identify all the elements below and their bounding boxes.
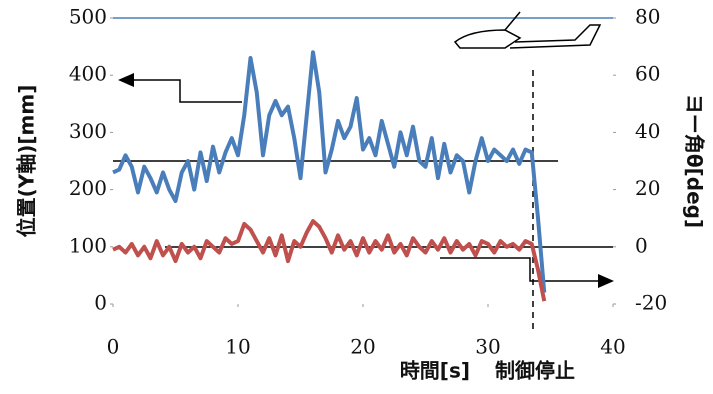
arrow — [440, 258, 600, 281]
y2-tick-label: 40 — [635, 119, 660, 143]
y2-tick-label: 20 — [635, 176, 660, 200]
x-tick-label: 0 — [107, 335, 120, 359]
y-tick-label: 400 — [69, 62, 107, 86]
x-tick-label: 30 — [475, 335, 500, 359]
y-axis-label: 位置(Y軸)[mm] — [15, 85, 39, 238]
series-line — [113, 221, 544, 301]
arrowhead — [598, 274, 614, 288]
chart: 時間[s] 制御停止 位置(Y軸)[mm] ヨー角θ[deg] 01002003… — [0, 0, 713, 394]
y-tick-label: 0 — [94, 291, 107, 315]
y-tick-label: 500 — [69, 5, 107, 29]
arrow — [122, 80, 242, 102]
y2-tick-label: 60 — [635, 62, 660, 86]
y-tick-label: 200 — [69, 176, 107, 200]
y2-tick-label: 0 — [635, 233, 648, 257]
y-tick-label: 300 — [69, 119, 107, 143]
x-tick-label: 10 — [225, 335, 250, 359]
y2-axis-label: ヨー角θ[deg] — [683, 94, 707, 228]
annotation: 制御停止 — [495, 359, 575, 383]
y2-tick-label: -20 — [635, 291, 667, 315]
x-tick-label: 20 — [350, 335, 375, 359]
x-axis-label: 時間[s] — [400, 359, 470, 383]
arrowhead — [118, 73, 134, 87]
x-tick-label: 40 — [600, 335, 625, 359]
y-tick-label: 100 — [69, 233, 107, 257]
y2-tick-label: 80 — [635, 5, 660, 29]
